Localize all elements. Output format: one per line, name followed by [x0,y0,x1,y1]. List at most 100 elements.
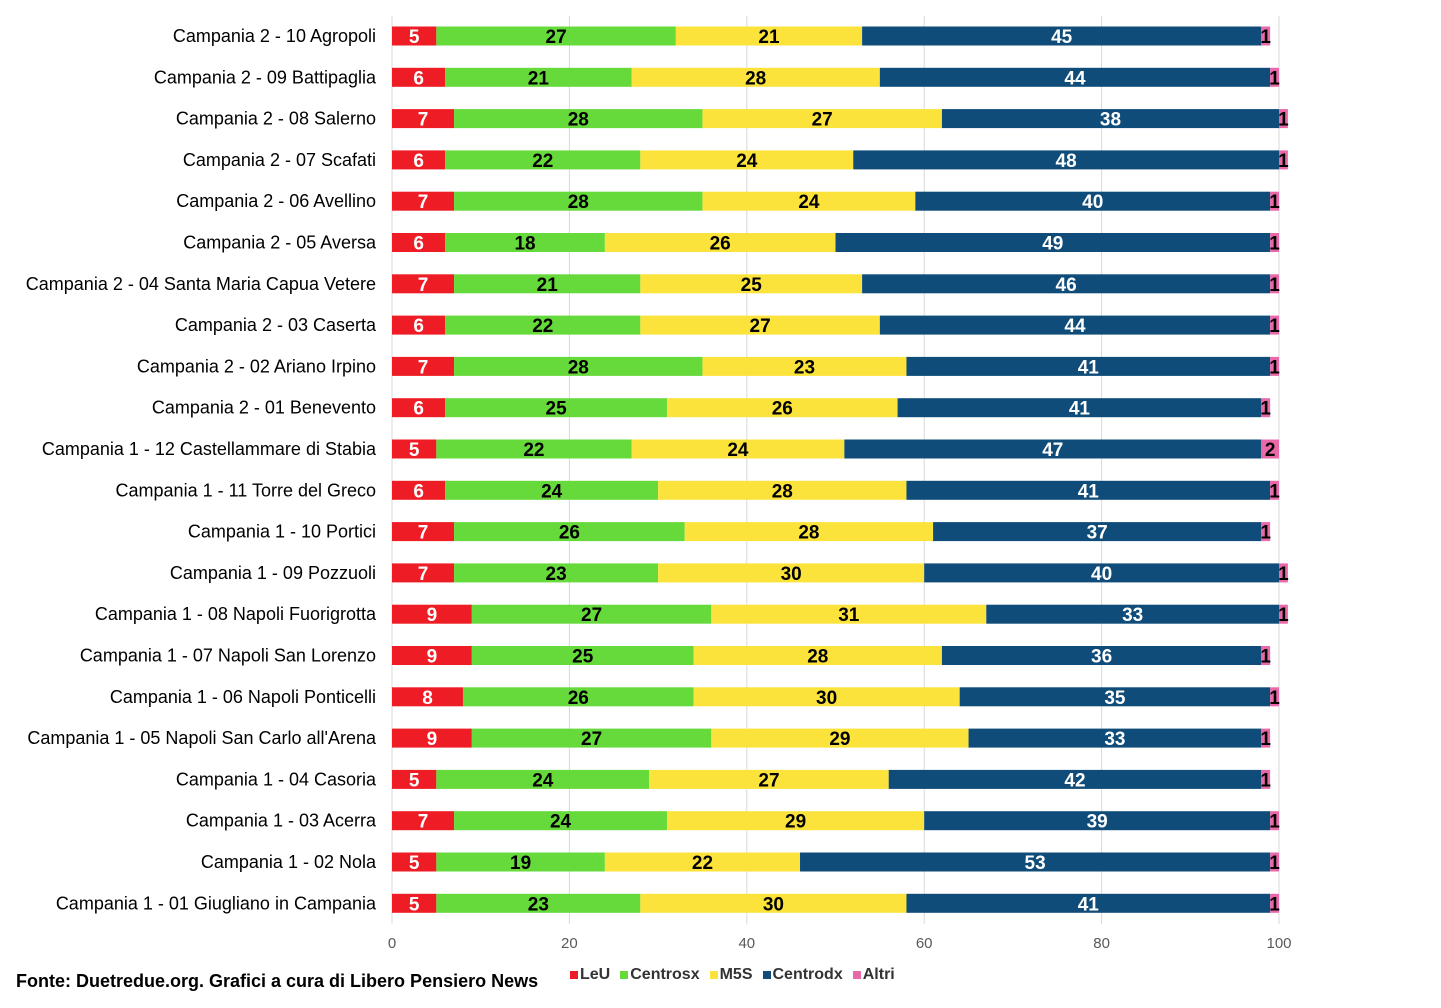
bar-segment [906,356,1271,376]
data-label: 28 [807,647,828,668]
bar-segment [1261,646,1271,665]
data-label: 1 [1269,853,1280,874]
data-label: 41 [1078,894,1100,915]
bar-segment [693,687,960,707]
data-label: 1 [1269,275,1280,296]
bar-segment [702,109,942,129]
data-label: 1 [1278,605,1289,626]
data-label: 1 [1260,647,1271,668]
category-label: Campania 1 - 04 Casoria [176,769,377,789]
bar-segment [462,687,694,707]
data-label: 23 [546,564,567,585]
legend-item: Centrosx [620,966,700,984]
bar-segment [675,26,863,46]
data-label: 48 [1056,151,1077,172]
legend-swatch [762,971,771,979]
x-tick-label: 60 [916,935,933,952]
bar-segment [658,480,907,500]
bar-segment [640,315,880,335]
bar-segment [436,852,605,872]
data-label: 26 [568,688,589,709]
bar-segment [436,439,632,459]
bar-segment [1261,439,1279,459]
data-label: 22 [532,151,553,172]
bar-segment [986,604,1279,624]
bar-segment [445,67,632,87]
bar-segment [649,769,889,789]
bar-segment [1270,67,1279,87]
bar-segment [631,439,845,459]
category-label: Campania 2 - 04 Santa Maria Capua Vetere [26,274,376,294]
bar-segment [454,522,685,542]
bar-segment [862,26,1262,46]
bar-segment [392,604,472,624]
bar-segment [1270,893,1279,913]
bar-segment [392,398,446,418]
data-label: 1 [1269,234,1280,255]
data-label: 6 [413,68,424,89]
bar-segment [933,522,1262,542]
data-label: 41 [1069,399,1091,420]
bar-segment [1270,356,1279,376]
data-label: 5 [409,894,420,915]
category-label: Campania 1 - 05 Napoli San Carlo all'Are… [27,728,377,748]
bar-segment [471,604,712,624]
bar-segment [844,439,1262,459]
bar-segment [445,480,659,500]
data-label: 22 [692,853,713,874]
bar-segment [392,893,437,913]
data-label: 1 [1260,729,1271,750]
bar-segment [392,687,463,707]
bar-segment [604,852,801,872]
bar-segment [471,646,694,665]
legend-label: LeU [580,966,611,983]
bar-segment [1270,274,1279,294]
legend-swatch [709,971,718,979]
bar-segment [392,522,455,542]
bar-segment [454,563,659,583]
bar-segment [454,109,703,129]
bar-segment [666,811,925,831]
bar-segment [853,150,1279,170]
bar-segment [1270,480,1279,500]
bar-segment [897,398,1262,418]
bar-segment [445,233,605,252]
bar-segment [631,67,880,87]
bar-segment [392,26,437,46]
data-label: 22 [523,440,544,461]
data-label: 22 [532,316,553,337]
data-label: 5 [409,853,420,874]
data-label: 28 [568,110,589,131]
data-label: 23 [528,894,549,915]
data-label: 7 [418,564,429,585]
data-label: 1 [1269,357,1280,378]
data-label: 7 [418,357,429,378]
data-label: 24 [798,192,820,213]
data-label: 24 [541,481,563,502]
legend-label: Centrosx [630,966,700,983]
bar-segment [693,646,942,665]
data-label: 30 [816,688,837,709]
data-label: 1 [1260,523,1271,544]
data-label: 45 [1051,27,1073,48]
bar-segment [436,26,676,46]
bar-segment [800,852,1271,872]
bar-segment [392,233,446,252]
bar-segment [1270,233,1279,252]
bar-segment [392,67,446,87]
data-label: 6 [413,481,424,502]
data-label: 27 [750,316,771,337]
bar-segment [862,274,1271,294]
bar-segment [959,687,1271,707]
category-label: Campania 2 - 07 Scafati [183,150,376,170]
data-label: 26 [559,523,580,544]
bar-segment [968,728,1262,748]
bar-segment [1261,728,1271,748]
data-label: 28 [772,481,793,502]
data-label: 44 [1064,316,1086,337]
bar-segment [1270,811,1279,831]
data-label: 39 [1087,812,1108,833]
data-label: 25 [546,399,568,420]
data-label: 23 [794,357,815,378]
bar-segment [640,150,854,170]
